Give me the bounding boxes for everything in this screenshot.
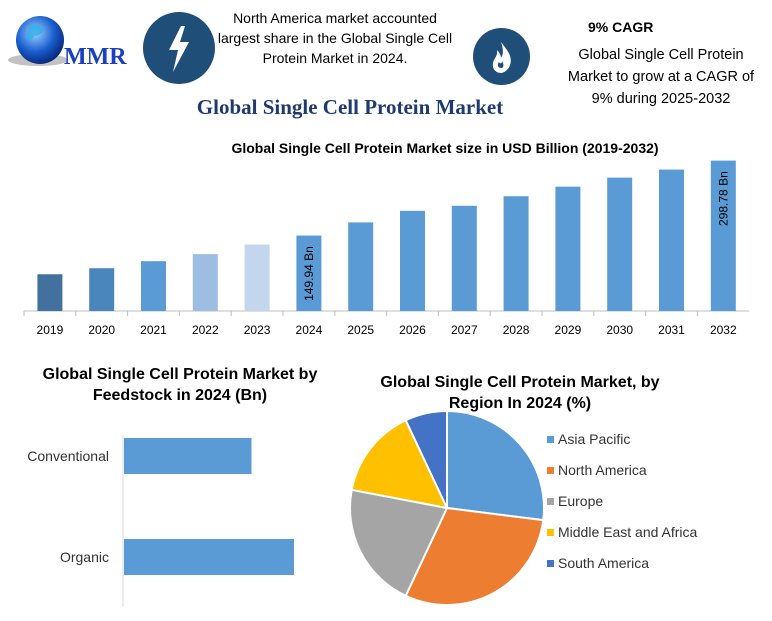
legend-label: Europe: [558, 493, 603, 509]
legend-swatch: [547, 498, 554, 505]
x-tick-label: 2029: [555, 323, 582, 337]
category-label: Conventional: [27, 448, 109, 464]
bar-conventional: [124, 438, 252, 474]
cagr-title: 9% CAGR: [588, 19, 654, 35]
x-tick-label: 2023: [244, 323, 271, 337]
pie-slice-asia-pacific: [446, 409, 545, 522]
lightning-circle: [143, 12, 215, 84]
legend-swatch: [547, 529, 554, 536]
pie-slice-south-america: [404, 409, 448, 509]
bar-2020: [89, 268, 115, 311]
x-tick-label: 2027: [451, 323, 478, 337]
data-label-2024: 149.94 Bn: [302, 246, 316, 301]
bar-2030: [607, 177, 633, 311]
flame-circle: [473, 28, 530, 85]
bar-organic: [124, 539, 294, 575]
x-tick-label: 2022: [192, 323, 219, 337]
bar-2028: [503, 196, 529, 311]
flame-icon: [492, 42, 511, 73]
pie-slice-middle-east-and-africa: [350, 418, 449, 510]
bar-2021: [141, 261, 166, 311]
highlight-text: North America market accounted largest s…: [217, 10, 453, 66]
x-tick-label: 2020: [88, 323, 115, 337]
legend-label: South America: [558, 555, 649, 571]
x-tick-label: 2021: [140, 323, 167, 337]
x-tick-label: 2028: [503, 323, 530, 337]
legend-label: Asia Pacific: [558, 431, 630, 447]
data-label-2032: 298.78 Bn: [716, 171, 730, 226]
bar-2024: [296, 235, 322, 311]
x-tick-label: 2032: [710, 323, 737, 337]
logo-text: MMR: [64, 44, 127, 70]
category-label: Organic: [60, 549, 109, 565]
pie-slice-europe: [349, 488, 449, 598]
x-tick-label: 2026: [399, 323, 426, 337]
region-pie-chart: Asia Pacific North America Europe Middle Ea…: [349, 409, 698, 606]
legend-label: Middle East and Africa: [558, 524, 698, 540]
market-size-bar-chart: 2019 2020 2021 2022 2023 2024 149.94 Bn 2025 202…: [23, 160, 750, 337]
cagr-text: Global Single Cell Protein Market to gro…: [567, 47, 755, 107]
x-tick-label: 2024: [296, 323, 323, 337]
feedstock-chart-title: Global Single Cell Protein Market by Fee…: [42, 366, 318, 404]
bar-2023: [244, 244, 270, 311]
bar-2031: [659, 169, 684, 311]
bar-2032: [710, 160, 736, 311]
bar-2027: [451, 205, 477, 311]
bar-2026: [400, 210, 425, 311]
x-tick-label: 2025: [347, 323, 374, 337]
mmr-logo: MMR: [8, 12, 138, 72]
pie-chart-title: Global Single Cell Protein Market, by Re…: [380, 374, 660, 412]
feedstock-bar-chart: Conventional Organic: [27, 435, 294, 607]
x-tick-label: 2030: [606, 323, 633, 337]
bar-chart-title: Global Single Cell Protein Market size i…: [231, 140, 659, 156]
bar-2022: [192, 254, 218, 311]
legend-swatch: [547, 467, 554, 474]
bar-2019: [37, 274, 63, 311]
bar-2029: [555, 186, 581, 311]
globe-icon: [8, 16, 68, 66]
legend-label: North America: [558, 462, 647, 478]
legend-swatch: [547, 560, 554, 567]
legend-swatch: [547, 436, 554, 443]
lightning-icon: [169, 26, 189, 72]
x-tick-label: 2019: [37, 323, 64, 337]
x-tick-label: 2031: [658, 323, 685, 337]
bar-2025: [348, 222, 374, 311]
pie-slice-north-america: [404, 506, 545, 606]
main-title: Global Single Cell Protein Market: [196, 95, 504, 119]
